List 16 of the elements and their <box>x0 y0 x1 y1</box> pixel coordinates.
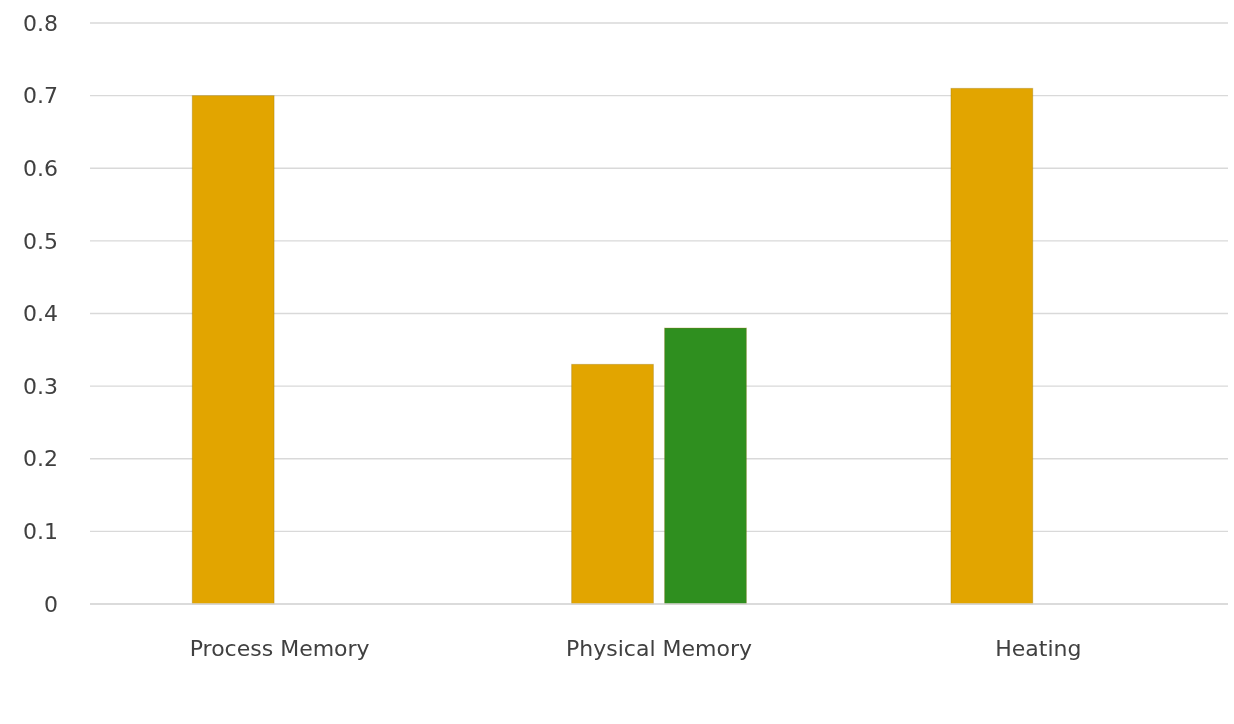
y-tick-label: 0.2 <box>23 446 58 472</box>
y-tick-label: 0.6 <box>23 155 58 181</box>
bar <box>191 95 275 605</box>
x-tick-label: Heating <box>995 636 1082 661</box>
y-tick-label: 0 <box>44 591 58 617</box>
bar <box>950 87 1034 605</box>
bar <box>664 327 747 605</box>
y-tick-label: 0.8 <box>23 10 58 36</box>
x-tick-label: Process Memory <box>189 636 370 661</box>
x-tick-label: Physical Memory <box>566 636 752 661</box>
y-tick-label: 0.3 <box>23 373 58 399</box>
y-tick-label: 0.5 <box>23 228 58 254</box>
bar <box>571 363 654 605</box>
y-tick-label: 0.7 <box>23 83 58 109</box>
y-tick-label: 0.4 <box>23 301 58 327</box>
y-tick-label: 0.1 <box>23 519 58 545</box>
